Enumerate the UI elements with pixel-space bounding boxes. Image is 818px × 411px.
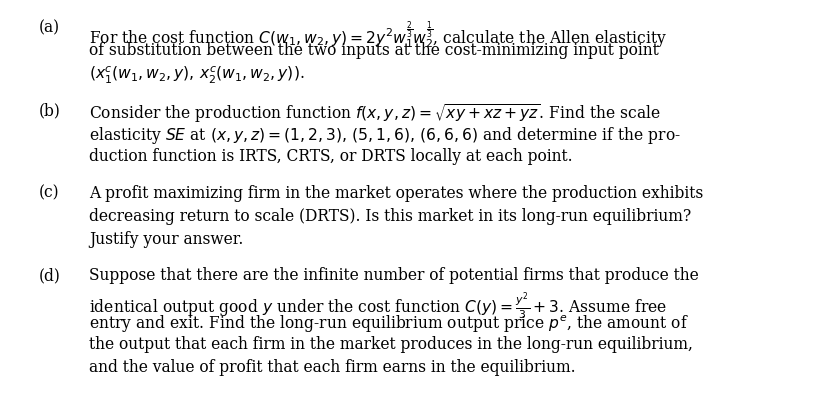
Text: decreasing return to scale (DRTS). Is this market in its long-run equilibrium?: decreasing return to scale (DRTS). Is th… xyxy=(89,208,691,225)
Text: For the cost function $C(w_1, w_2, y) = 2y^2 w_1^{\frac{2}{3}} w_2^{\frac{1}{3}}: For the cost function $C(w_1, w_2, y) = … xyxy=(89,19,667,51)
Text: identical output good $y$ under the cost function $C(y) = \frac{y^2}{3} + 3$. As: identical output good $y$ under the cost… xyxy=(89,290,667,322)
Text: duction function is IRTS, CRTS, or DRTS locally at each point.: duction function is IRTS, CRTS, or DRTS … xyxy=(89,148,573,165)
Text: Consider the production function $f(x, y, z) = \sqrt{xy + xz + yz}$. Find the sc: Consider the production function $f(x, y… xyxy=(89,102,661,125)
Text: (d): (d) xyxy=(39,268,61,284)
Text: (a): (a) xyxy=(39,19,60,37)
Text: A profit maximizing firm in the market operates where the production exhibits: A profit maximizing firm in the market o… xyxy=(89,185,703,202)
Text: entry and exit. Find the long-run equilibrium output price $p^e$, the amount of: entry and exit. Find the long-run equili… xyxy=(89,313,689,334)
Text: and the value of profit that each firm earns in the equilibrium.: and the value of profit that each firm e… xyxy=(89,359,576,376)
Text: (b): (b) xyxy=(39,102,61,119)
Text: Suppose that there are the infinite number of potential firms that produce the: Suppose that there are the infinite numb… xyxy=(89,268,699,284)
Text: $(x_1^c(w_1, w_2, y),\, x_2^c(w_1, w_2, y))$.: $(x_1^c(w_1, w_2, y),\, x_2^c(w_1, w_2, … xyxy=(89,65,304,86)
Text: the output that each firm in the market produces in the long-run equilibrium,: the output that each firm in the market … xyxy=(89,336,693,353)
Text: of substitution between the two inputs at the cost-minimizing input point: of substitution between the two inputs a… xyxy=(89,42,658,59)
Text: Justify your answer.: Justify your answer. xyxy=(89,231,243,247)
Text: (c): (c) xyxy=(39,185,60,202)
Text: elasticity $SE$ at $(x, y, z) = (1, 2, 3),\, (5, 1, 6),\, (6, 6, 6)$ and determi: elasticity $SE$ at $(x, y, z) = (1, 2, 3… xyxy=(89,125,681,146)
